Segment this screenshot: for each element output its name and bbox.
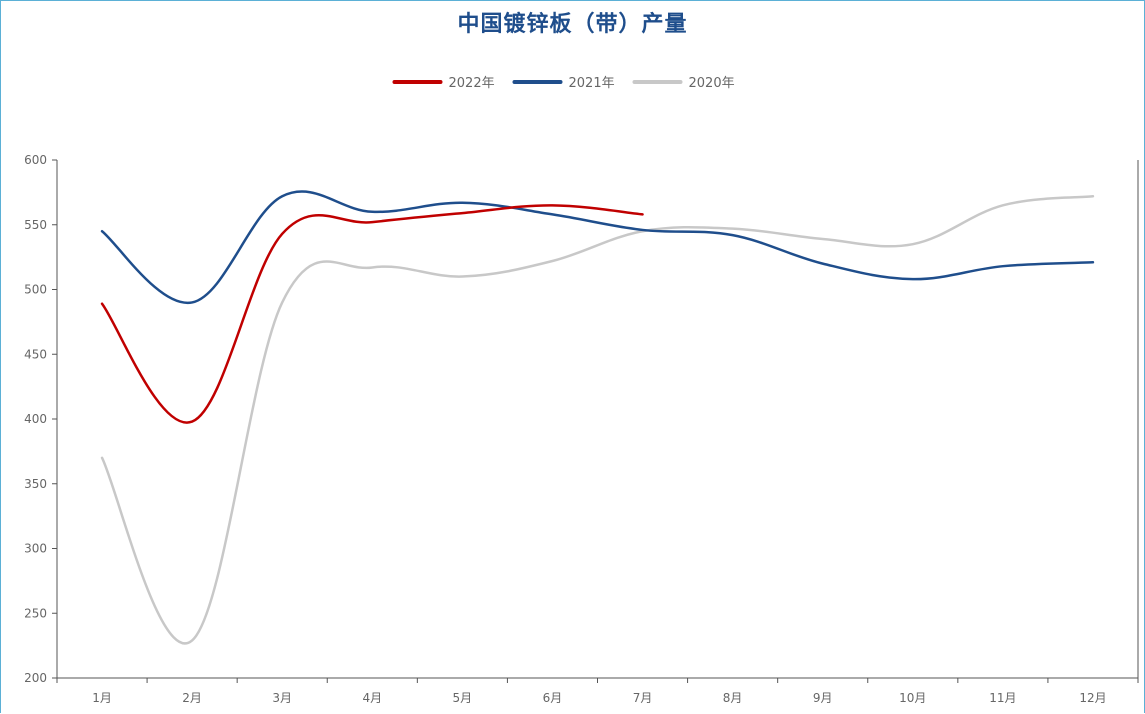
y-tick-label: 600 xyxy=(24,153,47,167)
x-tick-label: 12月 xyxy=(1079,691,1106,705)
series-lines xyxy=(100,190,1095,645)
x-tick-label: 7月 xyxy=(633,691,653,705)
y-tick-label: 300 xyxy=(24,542,47,556)
y-tick-label: 500 xyxy=(24,283,47,297)
series-line-2022年 xyxy=(100,204,644,424)
x-tick-label: 3月 xyxy=(272,691,292,705)
x-tick-label: 11月 xyxy=(989,691,1016,705)
x-tick-label: 1月 xyxy=(92,691,112,705)
axes: 200 250 300 350 400 450 500 550 600 1月 2月 3月 4月 5月 6月 7… xyxy=(24,153,1139,705)
y-tick-label: 250 xyxy=(24,606,47,620)
x-tick-label: 8月 xyxy=(723,691,743,705)
legend-label: 2022年 xyxy=(449,76,495,91)
series-line-2020年 xyxy=(100,195,1095,645)
x-tick-label: 5月 xyxy=(453,691,473,705)
y-tick-label: 450 xyxy=(24,347,47,361)
y-tick-label: 550 xyxy=(24,218,47,232)
y-tick-label: 350 xyxy=(24,477,47,491)
series-line-2021年 xyxy=(100,190,1095,304)
x-tick-label: 2月 xyxy=(182,691,202,705)
y-tick-label: 400 xyxy=(24,412,47,426)
y-tick-label: 200 xyxy=(24,671,47,685)
x-tick-label: 9月 xyxy=(813,691,833,705)
x-tick-label: 10月 xyxy=(899,691,926,705)
x-tick-label: 4月 xyxy=(362,691,382,705)
x-tick-label: 6月 xyxy=(543,691,563,705)
legend-label: 2021年 xyxy=(569,76,615,91)
legend: 2022年 2021年 2020年 xyxy=(392,76,735,91)
chart-title: 中国镀锌板（带）产量 xyxy=(457,11,688,37)
legend-label: 2020年 xyxy=(689,76,735,91)
